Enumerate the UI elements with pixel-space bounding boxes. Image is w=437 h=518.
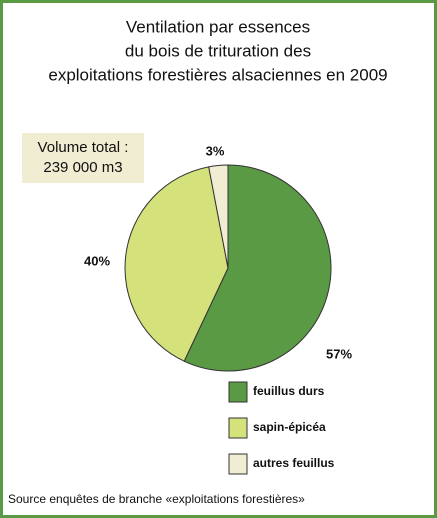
legend-label: autres feuillus: [253, 456, 335, 470]
data-label: 57%: [326, 346, 352, 361]
source: Source enquêtes de branche «exploitation…: [8, 492, 305, 506]
annotation: 239 000 m3: [43, 159, 122, 176]
pie-slice: [183, 164, 332, 372]
chart-title: du bois de trituration des: [125, 41, 311, 60]
data-label: 3%: [206, 143, 225, 158]
legend-swatch: [228, 453, 248, 475]
legend-label: sapin-épicéa: [253, 420, 326, 434]
annotation-box: [22, 133, 144, 183]
legend-swatch: [228, 417, 248, 439]
chart-title: exploitations forestières alsaciennes en…: [48, 65, 387, 84]
legend-swatch: [228, 381, 248, 403]
data-label: 40%: [84, 253, 110, 268]
pie-slice: [208, 164, 229, 269]
chart-title: Ventilation par essences: [126, 17, 310, 36]
legend-label: feuillus durs: [253, 384, 325, 398]
annotation: Volume total :: [38, 139, 129, 156]
pie-slice: [124, 166, 229, 362]
